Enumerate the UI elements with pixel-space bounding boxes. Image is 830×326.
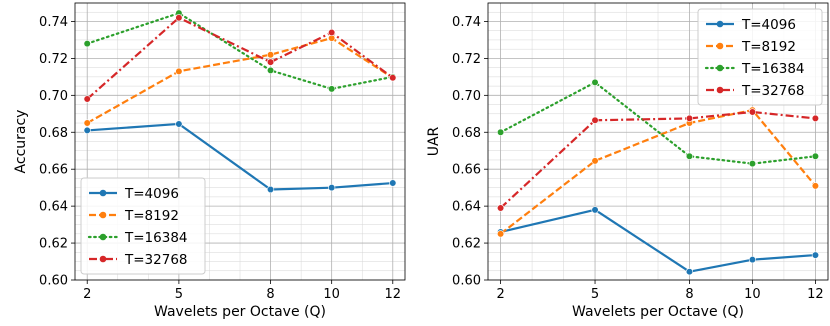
y-axis-label: UAR [426, 126, 442, 156]
y-tick-label: 0.66 [452, 163, 481, 178]
chart-panel-1: 0.60 0.62 0.64 0.66 0.68 0.70 0.72 0.74 2 5 8 10 12 W… [13, 2, 406, 320]
data-point [685, 152, 694, 160]
plot-frame [74, 2, 406, 281]
y-axis-label: Accuracy [13, 110, 29, 174]
series-line [499, 81, 817, 165]
y-tick-label: 0.64 [39, 200, 68, 215]
data-point [328, 184, 336, 192]
legend-marker [99, 233, 107, 241]
y-tick-label: 0.70 [39, 89, 68, 104]
data-point [496, 204, 505, 212]
data-point [83, 119, 91, 127]
y-tick-label: 0.62 [452, 237, 481, 252]
data-point [175, 67, 183, 75]
legend-frame [80, 177, 206, 275]
y-tick-label: 0.74 [452, 15, 481, 30]
y-tick-label: 0.68 [452, 126, 481, 141]
series-t-4096 [496, 206, 820, 276]
data-point [266, 66, 275, 75]
data-point [811, 182, 820, 190]
data-point [591, 116, 599, 124]
legend-label: T=4096 [124, 186, 179, 202]
data-point [83, 126, 91, 135]
y-tick-label: 0.66 [39, 163, 68, 178]
x-tick-label: 8 [266, 287, 274, 302]
x-tick-label: 10 [744, 287, 761, 302]
legend-label: T=16384 [124, 230, 188, 246]
y-tick-label: 0.62 [39, 237, 68, 252]
x-tick-label: 12 [807, 287, 824, 302]
x-tick-label: 5 [591, 287, 599, 302]
legend-label: T=32768 [124, 252, 188, 268]
y-tick-label: 0.60 [39, 274, 68, 289]
x-tick-label: 12 [385, 287, 402, 302]
data-point [685, 268, 694, 276]
data-point [389, 179, 397, 187]
legend-label: T=16384 [741, 61, 805, 77]
data-point [266, 185, 275, 194]
data-point [496, 230, 505, 238]
x-tick-label: 2 [83, 287, 91, 302]
data-point [496, 128, 505, 136]
x-axis-label: Wavelets per Octave (Q) [572, 304, 744, 320]
data-point [266, 51, 275, 59]
data-point [811, 152, 820, 160]
y-tick-label: 0.72 [39, 52, 68, 67]
data-point [748, 256, 757, 264]
x-tick-label: 5 [175, 287, 183, 302]
x-tick-label: 8 [685, 287, 693, 302]
data-point [591, 206, 599, 214]
data-point [175, 120, 183, 128]
legend-marker [99, 189, 107, 197]
legend-frame [697, 8, 823, 106]
x-tick-label: 10 [323, 287, 340, 302]
series-line [499, 110, 816, 209]
legend-marker [99, 211, 107, 219]
data-point [175, 14, 183, 22]
chart-panel-2: 0.60 0.62 0.64 0.66 0.68 0.70 0.72 0.74 2 5 8 10 12 W… [426, 2, 829, 320]
y-tick-label: 0.60 [452, 274, 481, 289]
data-point [685, 114, 694, 123]
data-point [328, 85, 336, 93]
series-line [86, 36, 394, 124]
data-point [266, 58, 275, 66]
legend-label: T=8192 [124, 208, 179, 224]
legend: T=4096 T=8192 T=16384 T=32768 [697, 8, 823, 106]
legend-label: T=8192 [741, 39, 796, 55]
data-point [83, 95, 91, 103]
data-point [83, 40, 91, 48]
data-point [748, 108, 757, 116]
x-tick-label: 2 [496, 287, 504, 302]
series-t-32768 [83, 14, 397, 103]
plot-frame [487, 2, 829, 281]
legend-marker [716, 86, 724, 94]
x-axis-label: Wavelets per Octave (Q) [154, 304, 326, 320]
y-tick-label: 0.70 [452, 89, 481, 104]
data-point [591, 157, 599, 165]
series-t-32768 [496, 108, 820, 212]
legend-marker [716, 64, 724, 72]
data-point [591, 78, 599, 87]
data-point [811, 114, 820, 123]
legend: T=4096 T=8192 T=16384 T=32768 [80, 177, 206, 275]
y-tick-label: 0.64 [452, 200, 481, 215]
y-tick-label: 0.72 [452, 52, 481, 67]
series-t-4096 [83, 120, 397, 194]
data-point [389, 74, 397, 82]
legend-label: T=32768 [741, 83, 805, 99]
legend-marker [716, 20, 724, 28]
y-tick-label: 0.74 [39, 15, 68, 30]
data-point [328, 28, 336, 37]
y-tick-label: 0.68 [39, 126, 68, 141]
legend-marker [99, 255, 107, 263]
data-point [811, 251, 820, 259]
series-t-16384 [496, 78, 820, 168]
legend-label: T=4096 [741, 17, 796, 33]
data-point [748, 160, 757, 168]
legend-marker [716, 42, 724, 50]
